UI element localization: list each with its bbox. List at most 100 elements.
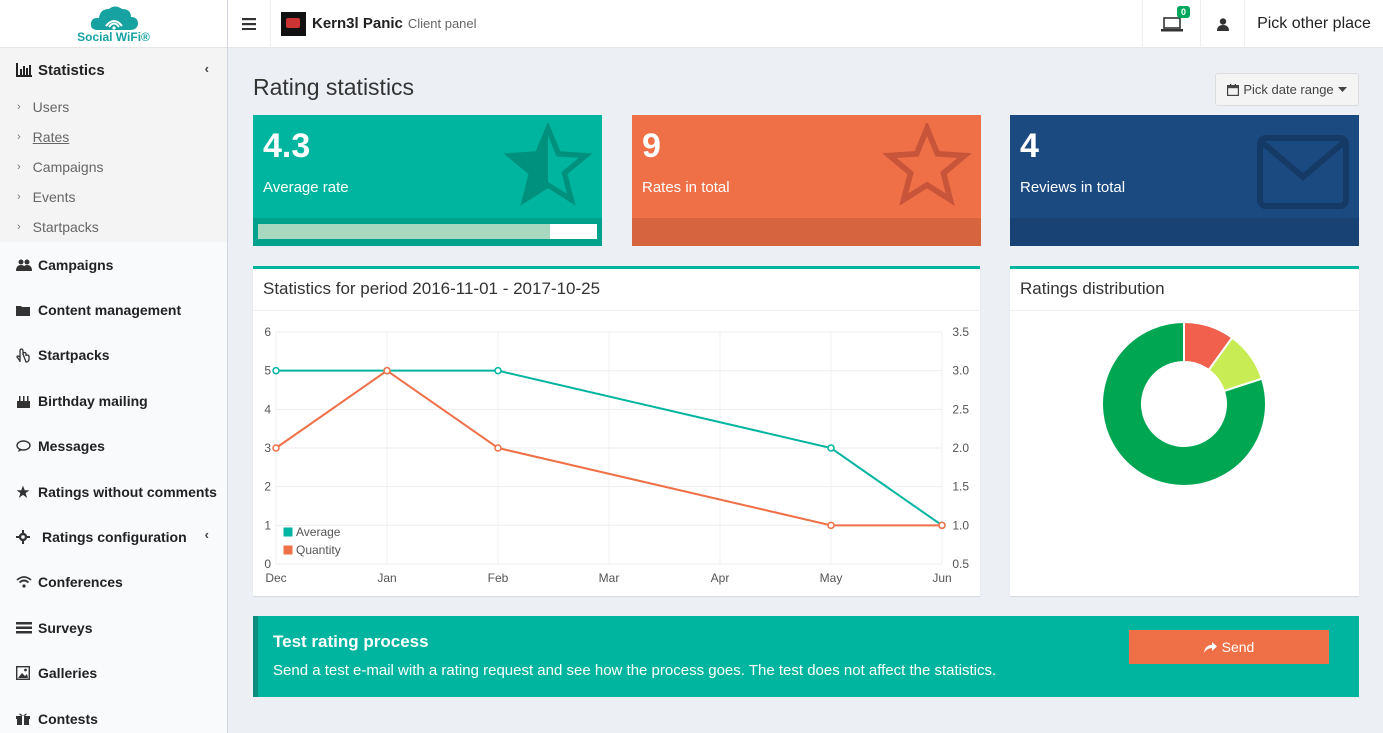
bar-chart-icon <box>16 63 34 77</box>
y-left-tick-label: 3 <box>264 441 271 455</box>
legend-swatch <box>282 544 294 556</box>
sidebar-item-label: Statistics <box>38 61 105 79</box>
chevron-right-icon: › <box>17 101 21 113</box>
brand-subtitle: Client panel <box>407 16 477 31</box>
sidebar-item-startpacks[interactable]: Startpacks <box>0 333 227 378</box>
x-tick-label: Jan <box>377 571 396 585</box>
y-left-tick-label: 4 <box>264 402 271 416</box>
sidebar-item-label: Conferences <box>38 574 123 591</box>
pick-place-button[interactable]: Pick other place <box>1244 0 1383 48</box>
gift-icon <box>16 712 34 726</box>
kpi-value: 4.3 <box>263 127 311 165</box>
sidebar-item-label: Messages <box>38 438 105 455</box>
average-rate-progress <box>258 224 597 239</box>
sidebar-subitem-events[interactable]: › Events <box>17 189 76 205</box>
topbar: Kern3l Panic Client panel 0 Pick other p… <box>228 0 1383 48</box>
sidebar-subitem-rates[interactable]: › Rates <box>17 129 70 145</box>
y-right-tick-label: 3.5 <box>952 325 969 339</box>
sidebar-item-label: Ratings configuration <box>42 529 187 546</box>
sidebar-item-content-management[interactable]: Content management <box>0 287 227 332</box>
kpi-value: 4 <box>1020 127 1039 165</box>
users-icon <box>16 259 34 271</box>
user-menu-button[interactable] <box>1200 0 1244 48</box>
y-right-tick-label: 1.0 <box>952 518 969 532</box>
y-right-tick-label: 2.5 <box>952 402 969 416</box>
hand-icon <box>16 348 34 363</box>
x-tick-label: Jun <box>932 571 951 585</box>
send-button[interactable]: Send <box>1129 630 1329 664</box>
legend-label: Average <box>296 525 341 539</box>
kpi-label: Rates in total <box>642 179 730 196</box>
sidebar-item-conferences[interactable]: Conferences <box>0 560 227 605</box>
kpi-rates-total: 9 Rates in total <box>632 115 981 246</box>
donut-slice <box>1101 320 1267 487</box>
chevron-right-icon: › <box>17 191 21 203</box>
y-left-tick-label: 5 <box>264 364 271 378</box>
caret-down-icon <box>1337 86 1347 92</box>
star-outline-icon <box>883 123 971 206</box>
statistics-group: Statistics ‹ › Users › Rates › Campaigns › E… <box>0 48 227 242</box>
sidebar-item-label: Ratings without comments <box>38 483 217 500</box>
sidebar-item-label: Contests <box>38 710 98 727</box>
kpi-footer <box>1010 218 1359 246</box>
x-tick-label: Apr <box>711 571 730 585</box>
brand: Kern3l Panic Client panel <box>271 11 477 36</box>
y-left-tick-label: 1 <box>264 518 271 532</box>
y-left-tick-label: 2 <box>264 480 271 494</box>
chevron-left-icon: ‹ <box>204 61 209 76</box>
send-label: Send <box>1221 639 1255 655</box>
kpi-value: 9 <box>642 127 661 165</box>
sidebar-item-ratings-without-comments[interactable]: Ratings without comments <box>0 469 227 514</box>
devices-button[interactable]: 0 <box>1142 0 1200 48</box>
chevron-right-icon: › <box>17 131 21 143</box>
legend-label: Quantity <box>296 543 341 557</box>
data-point <box>494 366 502 375</box>
sidebar-item-label: Galleries <box>38 665 98 682</box>
data-point <box>272 444 280 452</box>
sidebar-item-birthday-mailing[interactable]: Birthday mailing <box>0 378 227 423</box>
sidebar-item-label: Campaigns <box>38 256 114 273</box>
wifi-icon <box>16 576 34 589</box>
sidebar-item-galleries[interactable]: Galleries <box>0 651 227 696</box>
calendar-icon <box>1227 83 1240 96</box>
sidebar-item-contests[interactable]: Contests <box>0 696 227 733</box>
x-tick-label: Feb <box>488 571 509 585</box>
box-title: Statistics for period 2016-11-01 - 2017-… <box>253 269 980 311</box>
line-chart-box: Statistics for period 2016-11-01 - 2017-… <box>253 266 980 596</box>
image-icon <box>16 666 34 681</box>
y-left-tick-label: 6 <box>264 325 271 339</box>
menu-toggle-icon[interactable] <box>228 0 271 48</box>
x-tick-label: May <box>820 571 843 585</box>
sidebar-item-ratings-configuration[interactable]: Ratings configuration ‹ <box>0 514 227 559</box>
brand-name: Kern3l Panic <box>312 15 403 32</box>
sidebar-item-label: Surveys <box>38 619 93 636</box>
data-point <box>383 366 391 375</box>
logo[interactable]: Social WiFi® <box>0 0 227 48</box>
brand-logo <box>281 11 306 36</box>
list-icon <box>16 621 34 634</box>
box-title: Ratings distribution <box>1010 269 1359 311</box>
sidebar-item-surveys[interactable]: Surveys <box>0 605 227 650</box>
kpi-footer <box>632 218 981 246</box>
sidebar-subitem-startpacks[interactable]: › Startpacks <box>17 219 99 235</box>
laptop-icon <box>1160 16 1183 31</box>
cloud-wifi-icon <box>90 6 138 30</box>
sidebar-subitem-campaigns[interactable]: › Campaigns <box>17 159 104 175</box>
average-rate-progress-fill <box>258 224 550 239</box>
sidebar-item-campaigns[interactable]: Campaigns <box>0 242 227 287</box>
date-range-button[interactable]: Pick date range <box>1215 73 1359 106</box>
sidebar-item-label: Birthday mailing <box>38 392 148 409</box>
comment-icon <box>16 440 34 453</box>
y-left-tick-label: 0 <box>264 557 271 571</box>
sidebar-subitem-users[interactable]: › Users <box>17 99 70 115</box>
devices-badge: 0 <box>1177 6 1191 18</box>
sidebar: Social WiFi® Statistics ‹ › Users › Rates … <box>0 0 228 733</box>
y-right-tick-label: 1.5 <box>952 480 969 494</box>
chevron-left-icon: ‹ <box>204 527 209 543</box>
sidebar-item-messages[interactable]: Messages <box>0 424 227 469</box>
y-right-tick-label: 3.0 <box>952 364 969 378</box>
sidebar-item-statistics[interactable]: Statistics ‹ <box>0 48 227 92</box>
legend-swatch <box>282 526 294 538</box>
kpi-label: Average rate <box>263 179 349 196</box>
data-point <box>938 521 946 530</box>
